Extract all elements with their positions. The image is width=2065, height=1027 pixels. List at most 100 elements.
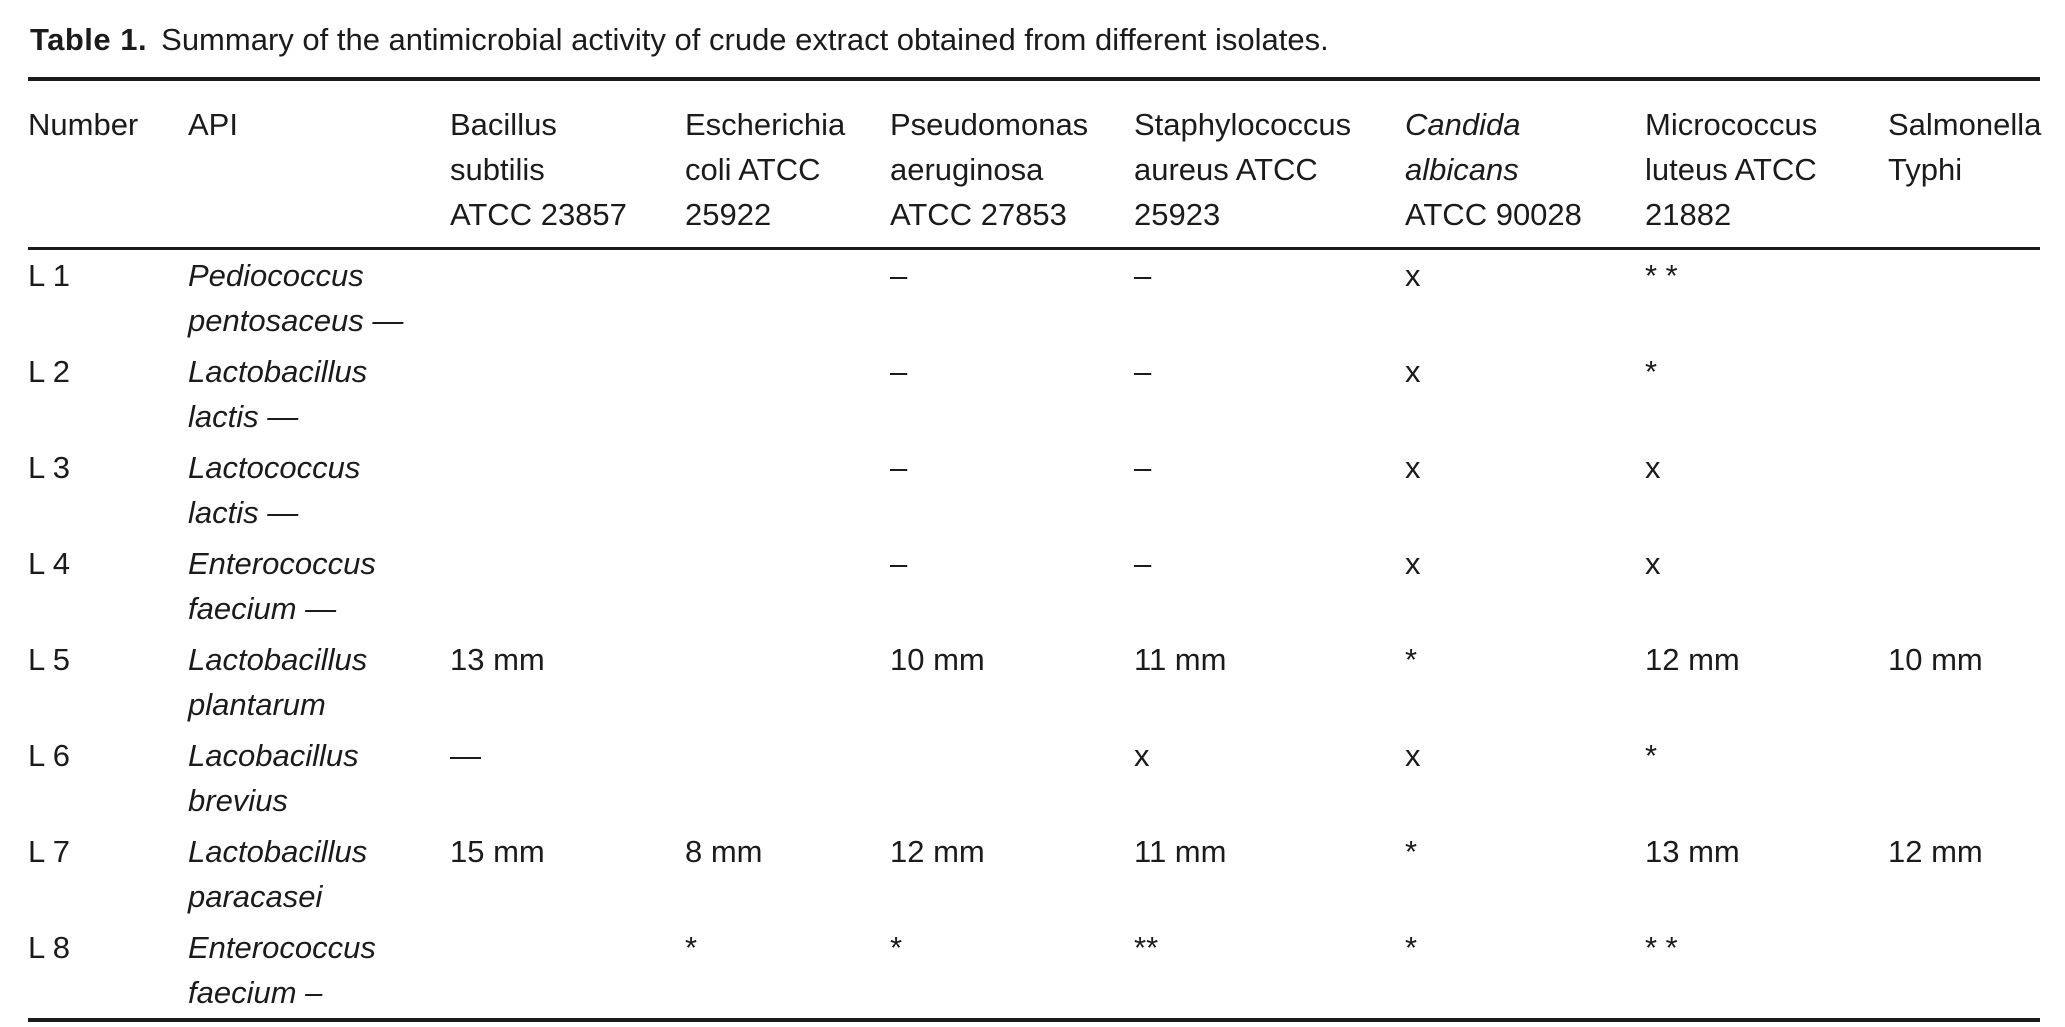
value-cell-salmonella-typhi [1888, 922, 2040, 1020]
value-cell-bacillus-subtilis [450, 442, 685, 538]
column-header-salmonella-typhi: Salmonella Typhi [1888, 79, 2042, 249]
value-cell-candida-albicans: x [1405, 258, 1421, 293]
value-cell-bacillus-subtilis: — [450, 738, 481, 773]
value-cell-pseudomonas-aeruginosa: – [890, 546, 908, 581]
api-name-line: Enterococcus [188, 930, 376, 965]
value-cell-staphylococcus-aureus: – [1134, 354, 1152, 389]
column-header-escherichia-coli: Escherichia coli ATCC 25922 [685, 79, 890, 249]
api-cell: Lactobacillus lactis — [188, 346, 450, 442]
column-header-line: albicans [1405, 152, 1519, 187]
row-number-cell: L 8 [28, 930, 70, 965]
column-header-line: Escherichia [685, 107, 846, 142]
api-name-line: paracasei [188, 879, 323, 914]
value-cell-staphylococcus-aureus: – [1134, 546, 1152, 581]
column-header-api: API [188, 79, 450, 249]
value-cell-pseudomonas-aeruginosa [890, 730, 1134, 826]
row-number-cell: L 3 [28, 450, 70, 485]
table-header: Number API Bacillus subtilis ATCC 23857 Esche… [28, 79, 2042, 249]
api-name-line: Lactobacillus [188, 642, 368, 677]
value-cell-escherichia-coli [685, 730, 890, 826]
value-cell-escherichia-coli: * [685, 930, 698, 965]
value-cell-pseudomonas-aeruginosa: – [890, 450, 908, 485]
api-cell: Lacobacillus brevius [188, 730, 450, 826]
column-header-line: aeruginosa [890, 152, 1044, 187]
value-cell-candida-albicans: * [1405, 930, 1418, 965]
row-number-cell: L 4 [28, 546, 70, 581]
value-cell-salmonella-typhi: 10 mm [1888, 642, 1983, 677]
column-header-line: subtilis [450, 152, 545, 187]
table-row: L 3 Lactococcus lactis — – – x x [28, 442, 2040, 538]
column-header-number: Number [28, 79, 188, 249]
column-header-bacillus-subtilis: Bacillus subtilis ATCC 23857 [450, 79, 685, 249]
value-cell-micrococcus-luteus: x [1645, 450, 1661, 485]
value-cell-bacillus-subtilis [450, 346, 685, 442]
value-cell-bacillus-subtilis [450, 538, 685, 634]
column-header-line: 25922 [685, 197, 772, 232]
api-name-line: faecium – [188, 975, 323, 1010]
api-name-line: pentosaceus — [188, 303, 404, 338]
table-row: L 2 Lactobacillus lactis — – – x * [28, 346, 2040, 442]
api-cell: Pediococcus pentosaceus — [188, 249, 450, 347]
api-name-line: lactis — [188, 399, 299, 434]
column-header-line: ATCC 27853 [890, 197, 1067, 232]
value-cell-pseudomonas-aeruginosa: – [890, 258, 908, 293]
value-cell-micrococcus-luteus: * * [1645, 258, 1678, 293]
value-cell-staphylococcus-aureus: x [1134, 738, 1150, 773]
api-name-line: lactis — [188, 495, 299, 530]
table-body: L 1 Pediococcus pentosaceus — – – x * * L 2 Lact… [28, 249, 2040, 1021]
table-caption-label: Table 1. [30, 22, 148, 57]
value-cell-candida-albicans: x [1405, 354, 1421, 389]
value-cell-pseudomonas-aeruginosa: 12 mm [890, 834, 985, 869]
api-name-line: Lactobacillus [188, 834, 368, 869]
column-header-line: Bacillus [450, 107, 557, 142]
value-cell-staphylococcus-aureus: ** [1134, 930, 1159, 965]
value-cell-escherichia-coli [685, 442, 890, 538]
value-cell-salmonella-typhi [1888, 442, 2040, 538]
column-header-line: 25923 [1134, 197, 1221, 232]
value-cell-candida-albicans: x [1405, 738, 1421, 773]
value-cell-micrococcus-luteus: 13 mm [1645, 834, 1740, 869]
api-name-line: faecium — [188, 591, 337, 626]
column-header-line: Candida [1405, 107, 1521, 142]
column-header-line: ATCC 90028 [1405, 197, 1582, 232]
value-cell-salmonella-typhi [1888, 730, 2040, 826]
value-cell-escherichia-coli [685, 538, 890, 634]
api-cell: Enterococcus faecium — [188, 538, 450, 634]
column-header-line: aureus ATCC [1134, 152, 1318, 187]
column-header-line: 21882 [1645, 197, 1732, 232]
value-cell-salmonella-typhi [1888, 346, 2040, 442]
column-header-line: Salmonella [1888, 107, 2042, 142]
value-cell-salmonella-typhi [1888, 249, 2040, 347]
column-header-micrococcus-luteus: Micrococcus luteus ATCC 21882 [1645, 79, 1888, 249]
column-header-line: API [188, 107, 238, 142]
value-cell-candida-albicans: * [1405, 834, 1418, 869]
row-number-cell: L 5 [28, 642, 70, 677]
column-header-line: Micrococcus [1645, 107, 1818, 142]
table-row: L 8 Enterococcus faecium – * * ** * * * [28, 922, 2040, 1020]
column-header-pseudomonas-aeruginosa: Pseudomonas aeruginosa ATCC 27853 [890, 79, 1134, 249]
table-caption: Table 1. Summary of the antimicrobial act… [30, 20, 2040, 60]
column-header-line: coli ATCC [685, 152, 821, 187]
api-name-line: plantarum [188, 687, 326, 722]
api-name-line: Lacobacillus [188, 738, 359, 773]
value-cell-staphylococcus-aureus: – [1134, 450, 1152, 485]
value-cell-micrococcus-luteus: * [1645, 738, 1658, 773]
value-cell-candida-albicans: * [1405, 642, 1418, 677]
column-header-candida-albicans: Candida albicans ATCC 90028 [1405, 79, 1645, 249]
row-number-cell: L 2 [28, 354, 70, 389]
column-header-line: Staphylococcus [1134, 107, 1352, 142]
value-cell-salmonella-typhi: 12 mm [1888, 834, 1983, 869]
value-cell-pseudomonas-aeruginosa: * [890, 930, 903, 965]
table-row: L 1 Pediococcus pentosaceus — – – x * * [28, 249, 2040, 347]
value-cell-micrococcus-luteus: * * [1645, 930, 1678, 965]
antimicrobial-summary-table: Number API Bacillus subtilis ATCC 23857 Esche… [28, 77, 2042, 1022]
row-number-cell: L 1 [28, 258, 70, 293]
column-header-line: Number [28, 107, 139, 142]
api-name-line: Lactococcus [188, 450, 361, 485]
value-cell-bacillus-subtilis [450, 922, 685, 1020]
value-cell-salmonella-typhi [1888, 538, 2040, 634]
value-cell-staphylococcus-aureus: 11 mm [1134, 642, 1227, 677]
value-cell-escherichia-coli [685, 249, 890, 347]
value-cell-escherichia-coli: 8 mm [685, 834, 763, 869]
row-number-cell: L 6 [28, 738, 70, 773]
